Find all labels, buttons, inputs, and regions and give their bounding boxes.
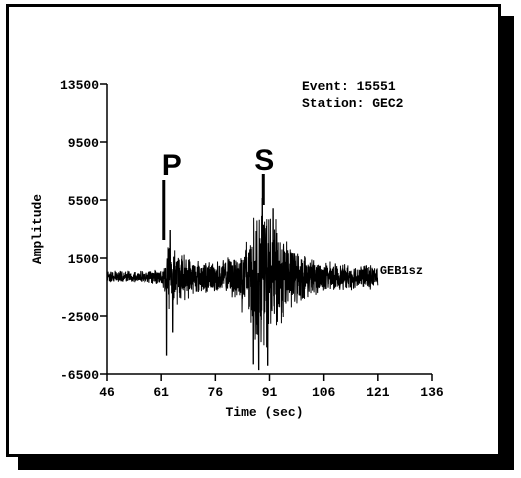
- y-tick-label: 5500: [68, 194, 99, 209]
- x-axis-label: Time (sec): [225, 405, 303, 420]
- p-arrival-label: P: [162, 149, 182, 182]
- x-ticks: 46 61 76 91 106 121 136: [99, 374, 444, 400]
- x-tick-label: 76: [208, 385, 224, 400]
- trace-label: GEB1sz: [380, 264, 423, 278]
- x-tick-label: 121: [366, 385, 390, 400]
- x-tick-label: 61: [153, 385, 169, 400]
- event-label: Event: 15551: [302, 79, 396, 94]
- waveform-trace: [106, 198, 379, 371]
- y-tick-label: 1500: [68, 252, 99, 267]
- y-tick-label: -6500: [60, 368, 99, 383]
- y-tick-label: 9500: [68, 136, 99, 151]
- y-tick-label: -2500: [60, 310, 99, 325]
- x-tick-label: 136: [420, 385, 444, 400]
- y-ticks: 13500 9500 5500 1500 -2500 -6500: [60, 78, 107, 383]
- x-tick-label: 91: [262, 385, 278, 400]
- station-label: Station: GEC2: [302, 96, 404, 111]
- s-arrival-label: S: [254, 144, 274, 177]
- y-tick-label: 13500: [60, 78, 99, 93]
- x-tick-label: 106: [312, 385, 336, 400]
- y-axis-label: Amplitude: [30, 194, 45, 264]
- x-tick-label: 46: [99, 385, 115, 400]
- axes: [106, 84, 432, 375]
